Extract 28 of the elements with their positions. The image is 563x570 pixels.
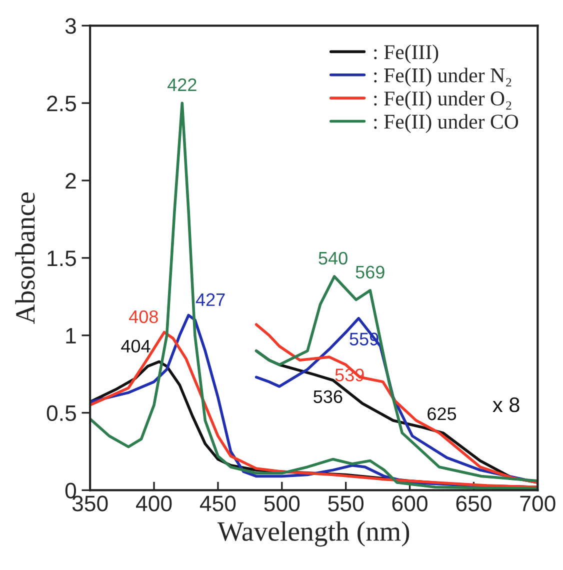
annotation: 569 — [356, 266, 384, 279]
y-tick-label: 2.5 — [47, 96, 76, 112]
legend-label: : Fe(II) under N₂ — [374, 68, 512, 87]
annotation: 625 — [428, 407, 456, 420]
x-tick-label: 500 — [264, 496, 300, 512]
y-axis-title: Absorbance — [15, 192, 35, 324]
annotation: 536 — [314, 390, 342, 404]
annotation: 408 — [128, 310, 158, 324]
x-tick-label: 450 — [200, 496, 236, 512]
legend-label: : Fe(III) — [374, 44, 438, 64]
annotation: 427 — [196, 293, 225, 306]
x-axis-title: Wavelength (nm) — [217, 521, 410, 547]
y-tick-label: 1 — [66, 328, 76, 344]
legend-label: : Fe(II) under CO — [374, 114, 518, 133]
x-tick-label: 600 — [392, 496, 428, 512]
y-tick-label: 1.5 — [48, 250, 76, 266]
y-tick-label: 2 — [66, 173, 76, 189]
x-tick-label: 550 — [328, 496, 364, 512]
x-tick-label: 700 — [520, 496, 556, 512]
annotation: 422 — [168, 78, 196, 91]
annotation: 404 — [121, 340, 150, 353]
legend-label: : Fe(II) under O₂ — [374, 90, 512, 110]
y-tick-label: 3 — [65, 18, 76, 34]
x-tick-label: 650 — [456, 496, 492, 512]
annotation: x 8 — [492, 397, 520, 412]
x-tick-label: 400 — [136, 496, 172, 512]
annotation: 540 — [318, 252, 348, 265]
y-tick-label: 0.5 — [46, 405, 76, 422]
